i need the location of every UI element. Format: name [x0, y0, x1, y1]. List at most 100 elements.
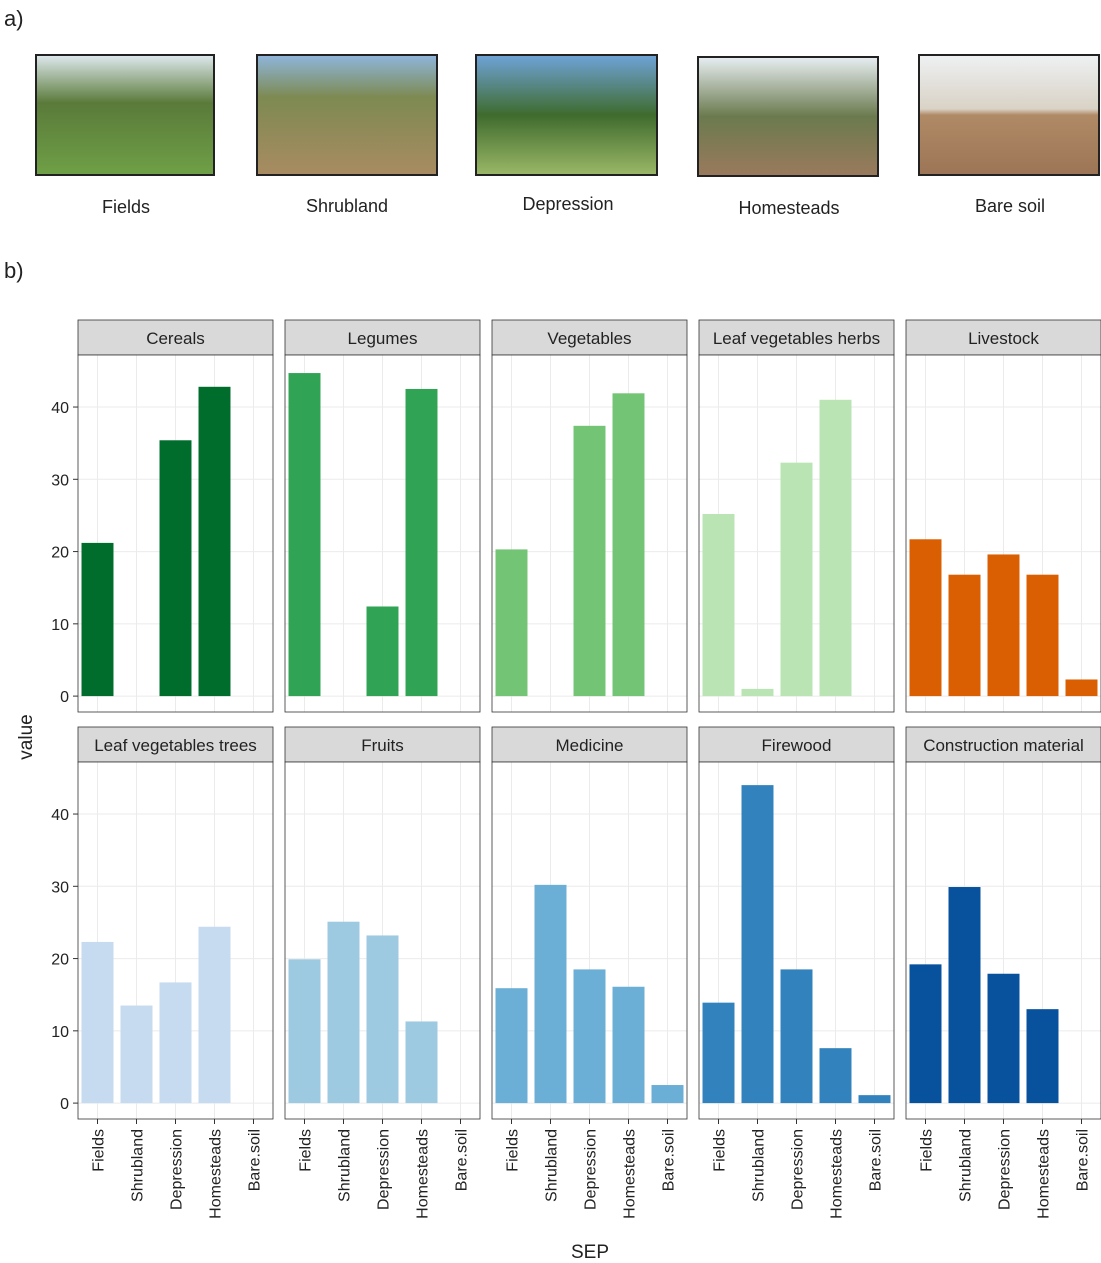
x-tick-label: Depression	[790, 1129, 807, 1210]
y-tick-label: 0	[60, 1096, 69, 1113]
x-tick-label: Bare.soil	[868, 1129, 885, 1191]
facet-title: Leaf vegetables trees	[94, 736, 257, 755]
x-tick-label: Homesteads	[622, 1129, 639, 1219]
bar	[910, 539, 942, 696]
bar	[82, 942, 114, 1103]
bar	[988, 974, 1020, 1103]
x-tick-label: Homesteads	[1036, 1129, 1053, 1219]
bar	[1066, 679, 1098, 696]
bar	[496, 988, 528, 1103]
bar	[613, 393, 645, 696]
y-tick-label: 10	[51, 617, 69, 634]
x-tick-label: Depression	[997, 1129, 1014, 1210]
photo-label: Depression	[522, 194, 613, 214]
facet-title: Medicine	[555, 736, 623, 755]
figure: a) b) Fields Shrubland Depression Homest…	[0, 0, 1101, 1263]
y-axis-label: value	[16, 714, 37, 759]
photo	[476, 55, 657, 175]
bar	[820, 400, 852, 696]
bar	[859, 1095, 891, 1103]
bar	[199, 387, 231, 696]
bar	[574, 426, 606, 696]
bar	[535, 885, 567, 1103]
bar	[742, 689, 774, 696]
x-tick-label: Fields	[91, 1129, 108, 1172]
facet-title: Vegetables	[547, 329, 631, 348]
facet-title: Livestock	[968, 329, 1039, 348]
bar	[949, 575, 981, 696]
x-tick-label: Fields	[919, 1129, 936, 1172]
photo-label: Shrubland	[306, 196, 388, 216]
facet-title: Leaf vegetables herbs	[713, 329, 880, 348]
y-tick-label: 30	[51, 472, 69, 489]
x-tick-label: Shrubland	[958, 1129, 975, 1202]
bar	[289, 959, 321, 1103]
bar	[820, 1048, 852, 1103]
bar	[703, 514, 735, 696]
bar	[82, 543, 114, 696]
figure-label: b)	[4, 258, 24, 283]
x-tick-label: Shrubland	[337, 1129, 354, 1202]
bar	[289, 373, 321, 696]
x-tick-label: Homesteads	[415, 1129, 432, 1219]
bar	[496, 549, 528, 696]
facet-title: Firewood	[762, 736, 832, 755]
photo-label: Homesteads	[738, 198, 839, 218]
figure-label: a)	[4, 6, 24, 31]
x-tick-label: Homesteads	[829, 1129, 846, 1219]
y-tick-label: 20	[51, 952, 69, 969]
x-tick-label: Bare.soil	[661, 1129, 678, 1191]
x-tick-label: Fields	[505, 1129, 522, 1172]
bar	[910, 964, 942, 1103]
x-tick-label: Bare.soil	[454, 1129, 471, 1191]
bar	[781, 463, 813, 696]
y-tick-label: 30	[51, 879, 69, 896]
x-tick-label: Bare.soil	[247, 1129, 264, 1191]
y-tick-label: 0	[60, 689, 69, 706]
x-tick-label: Homesteads	[208, 1129, 225, 1219]
x-axis-label: SEP	[571, 1242, 609, 1263]
photo	[919, 55, 1099, 175]
photo-row: Fields Shrubland Depression Homesteads B…	[36, 55, 1099, 218]
x-tick-label: Depression	[583, 1129, 600, 1210]
bar	[781, 969, 813, 1103]
bar	[1027, 1009, 1059, 1103]
x-tick-label: Fields	[712, 1129, 729, 1172]
x-tick-label: Shrubland	[751, 1129, 768, 1202]
facet-title: Cereals	[146, 329, 205, 348]
x-tick-label: Fields	[298, 1129, 315, 1172]
photo-label: Bare soil	[975, 196, 1045, 216]
photo	[698, 57, 878, 176]
photo-label: Fields	[102, 197, 150, 217]
y-tick-label: 40	[51, 400, 69, 417]
y-tick-label: 20	[51, 545, 69, 562]
bar	[1027, 575, 1059, 696]
bar	[367, 606, 399, 696]
bar	[574, 969, 606, 1103]
bar	[367, 935, 399, 1103]
bar	[328, 922, 360, 1103]
x-tick-label: Depression	[376, 1129, 393, 1210]
bar	[121, 1006, 153, 1104]
facet-title: Fruits	[361, 736, 404, 755]
bar	[652, 1085, 684, 1103]
x-tick-label: Bare.soil	[1075, 1129, 1092, 1191]
x-tick-label: Shrubland	[544, 1129, 561, 1202]
photo	[36, 55, 214, 175]
bar	[406, 389, 438, 696]
facet-title: Construction material	[923, 736, 1084, 755]
y-tick-label: 10	[51, 1024, 69, 1041]
bar	[406, 1021, 438, 1103]
bar	[988, 554, 1020, 696]
bar	[742, 785, 774, 1103]
photo	[257, 55, 437, 175]
bar	[160, 440, 192, 696]
bar	[613, 987, 645, 1103]
bar	[160, 982, 192, 1103]
bar	[703, 1003, 735, 1103]
x-tick-label: Shrubland	[130, 1129, 147, 1202]
facet-title: Legumes	[348, 329, 418, 348]
x-tick-label: Depression	[169, 1129, 186, 1210]
bar	[199, 927, 231, 1103]
bar	[949, 887, 981, 1103]
